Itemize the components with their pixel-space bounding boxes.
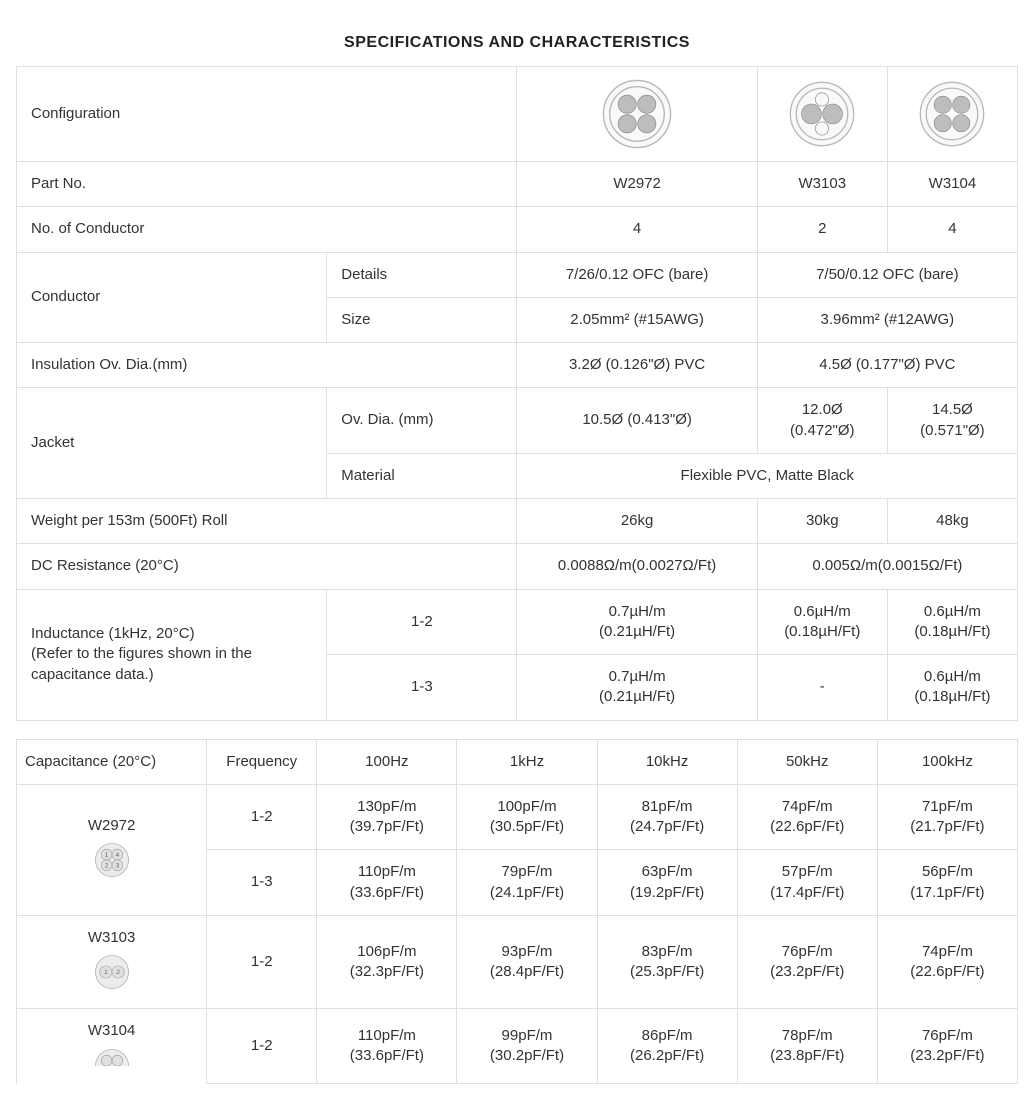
cap-w3104-name: W3104 [17,1009,207,1084]
cap-w2972-13-v2: 79pF/m(24.1pF/Ft) [457,850,597,916]
cap-w3103-name: W3103 12 [17,915,207,1009]
jacket-material: Flexible PVC, Matte Black [517,453,1018,498]
cap-w3104-12-pair: 1-2 [207,1009,317,1084]
cap-f4: 50kHz [737,739,877,784]
cap-w2972-12-v4: 74pF/m(22.6pF/Ft) [737,784,877,850]
row-partno-label: Part No. [17,162,517,207]
config-icon-w3104 [887,67,1017,162]
cap-w2972-12-v3: 81pF/m(24.7pF/Ft) [597,784,737,850]
cond-size-bc: 3.96mm² (#12AWG) [757,297,1017,342]
cap-w3103-label: W3103 [88,929,136,946]
cap-freq-label: Frequency [207,739,317,784]
nocond-a: 4 [517,207,757,252]
cap-w2972-13-v5: 56pF/m(17.1pF/Ft) [877,850,1017,916]
ind12-label: 1-2 [327,589,517,655]
ind12-c: 0.6µH/m(0.18µH/Ft) [887,589,1017,655]
svg-text:1: 1 [104,852,108,859]
weight-a: 26kg [517,499,757,544]
cap-w3104-label: W3104 [88,1022,136,1039]
row-material-label: Material [327,453,517,498]
cap-w2972-13-v4: 57pF/m(17.4pF/Ft) [737,850,877,916]
partno-b: W3103 [757,162,887,207]
config-icon-w3103 [757,67,887,162]
weight-c: 48kg [887,499,1017,544]
cap-w2972-13-pair: 1-3 [207,850,317,916]
nocond-c: 4 [887,207,1017,252]
cap-w2972-12-v2: 100pF/m(30.5pF/Ft) [457,784,597,850]
cap-w3104-12-v2: 99pF/m(30.2pF/Ft) [457,1009,597,1084]
cap-w2972-13-v3: 63pF/m(19.2pF/Ft) [597,850,737,916]
row-ovdia-label: Ov. Dia. (mm) [327,388,517,454]
svg-text:2: 2 [116,969,120,976]
cap-f5: 100kHz [877,739,1017,784]
cap-label: Capacitance (20°C) [17,739,207,784]
partno-a: W2972 [517,162,757,207]
ind12-b: 0.6µH/m(0.18µH/Ft) [757,589,887,655]
cap-w3103-12-v2: 93pF/m(28.4pF/Ft) [457,915,597,1009]
cap-w3103-12-pair: 1-2 [207,915,317,1009]
ind13-a: 0.7µH/m(0.21µH/Ft) [517,655,757,721]
cap-w3104-12-v4: 78pF/m(23.8pF/Ft) [737,1009,877,1084]
cap-w2972-name: W2972 14 23 [17,784,207,915]
row-nocond-label: No. of Conductor [17,207,517,252]
cap-w3104-12-v1: 110pF/m(33.6pF/Ft) [317,1009,457,1084]
row-details-label: Details [327,252,517,297]
svg-text:1: 1 [104,969,108,976]
jacket-ovdia-c: 14.5Ø (0.571"Ø) [887,388,1017,454]
row-size-label: Size [327,297,517,342]
cap-f3: 10kHz [597,739,737,784]
jacket-ovdia-b: 12.0Ø (0.472"Ø) [757,388,887,454]
svg-text:2: 2 [104,862,108,869]
cap-f2: 1kHz [457,739,597,784]
ind12-a: 0.7µH/m(0.21µH/Ft) [517,589,757,655]
cap-w3104-12-v5: 76pF/m(23.2pF/Ft) [877,1009,1017,1084]
row-dcres-label: DC Resistance (20°C) [17,544,517,589]
jacket-ovdia-a: 10.5Ø (0.413"Ø) [517,388,757,454]
cond-details-bc: 7/50/0.12 OFC (bare) [757,252,1017,297]
cond-size-a: 2.05mm² (#15AWG) [517,297,757,342]
config-icon-w2972 [517,67,757,162]
cap-w2972-12-v5: 71pF/m(21.7pF/Ft) [877,784,1017,850]
row-insul-label: Insulation Ov. Dia.(mm) [17,343,517,388]
ind13-c: 0.6µH/m(0.18µH/Ft) [887,655,1017,721]
cond-details-a: 7/26/0.12 OFC (bare) [517,252,757,297]
dcres-a: 0.0088Ω/m(0.0027Ω/Ft) [517,544,757,589]
row-conductor-label: Conductor [17,252,327,343]
cap-w2972-13-v1: 110pF/m(33.6pF/Ft) [317,850,457,916]
cap-w3104-12-v3: 86pF/m(26.2pF/Ft) [597,1009,737,1084]
cap-w3103-12-v5: 74pF/m(22.6pF/Ft) [877,915,1017,1009]
ind13-b: - [757,655,887,721]
spec-table: Configuration [16,66,1018,721]
svg-text:4: 4 [115,852,119,859]
page-title: SPECIFICATIONS AND CHARACTERISTICS [16,34,1018,52]
cap-w2972-12-pair: 1-2 [207,784,317,850]
partno-c: W3104 [887,162,1017,207]
row-weight-label: Weight per 153m (500Ft) Roll [17,499,517,544]
cap-w2972-icon: 14 23 [25,842,198,884]
nocond-b: 2 [757,207,887,252]
dcres-bc: 0.005Ω/m(0.0015Ω/Ft) [757,544,1017,589]
insul-a: 3.2Ø (0.126"Ø) PVC [517,343,757,388]
ind13-label: 1-3 [327,655,517,721]
cap-w3103-12-v1: 106pF/m(32.3pF/Ft) [317,915,457,1009]
insul-bc: 4.5Ø (0.177"Ø) PVC [757,343,1017,388]
row-inductance-label: Inductance (1kHz, 20°C)(Refer to the fig… [17,589,327,720]
cap-f1: 100Hz [317,739,457,784]
cap-w2972-label: W2972 [88,817,136,834]
svg-text:3: 3 [115,862,119,869]
cap-w3103-12-v4: 76pF/m(23.2pF/Ft) [737,915,877,1009]
cap-w2972-12-v1: 130pF/m(39.7pF/Ft) [317,784,457,850]
row-jacket-label: Jacket [17,388,327,499]
cap-w3103-12-v3: 83pF/m(25.3pF/Ft) [597,915,737,1009]
capacitance-table: Capacitance (20°C) Frequency 100Hz 1kHz … [16,739,1018,1085]
row-config-label: Configuration [17,67,517,162]
weight-b: 30kg [757,499,887,544]
cap-w3103-icon: 12 [25,954,198,996]
cap-w3104-icon [25,1048,198,1072]
